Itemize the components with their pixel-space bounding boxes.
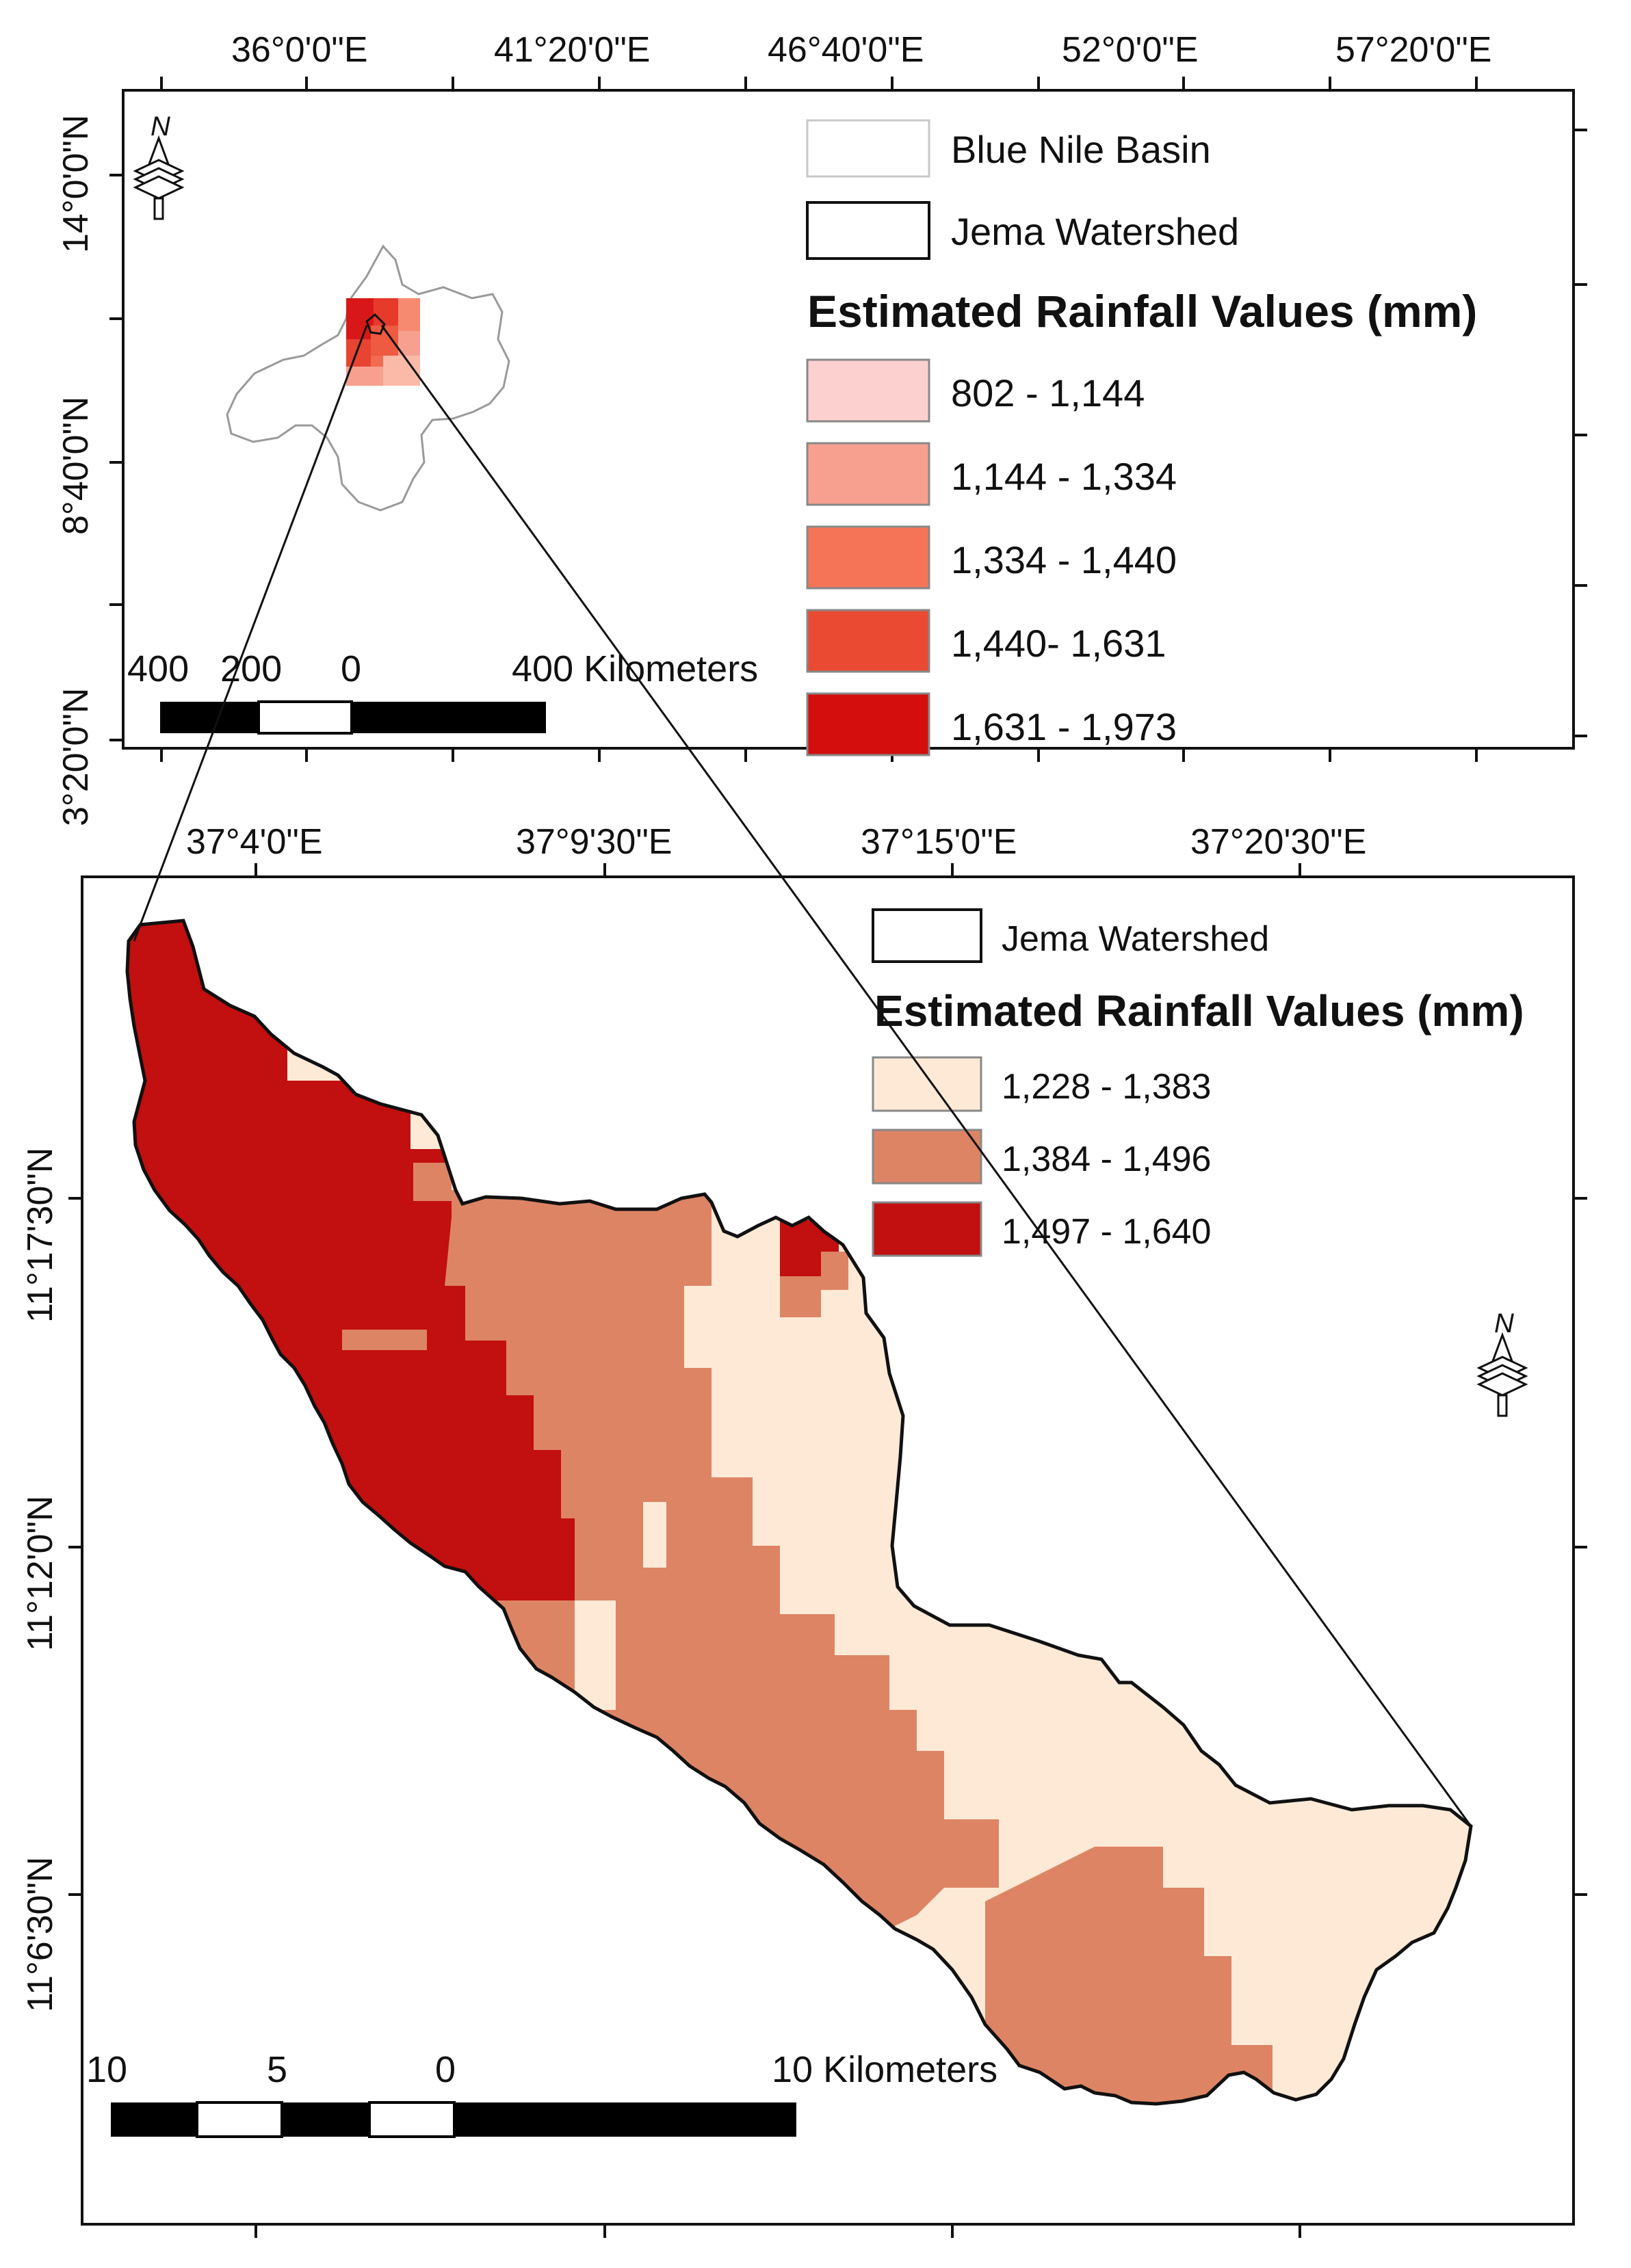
top-scale-label-400a: 400 [127,648,189,689]
legend-class-swatch-4 [806,609,930,673]
legend-class-swatch-2 [806,442,930,506]
legend2-class-label-1: 1,228 - 1,383 [1002,1067,1211,1107]
legend-class-label-2: 1,144 - 1,334 [951,455,1177,498]
blue-nile-basin-outline [226,244,510,512]
jema-watershed-boundary [125,919,1473,2106]
top-rainfall-raster [346,298,420,386]
legend2-class-label-2: 1,384 - 1,496 [1002,1139,1211,1179]
top-map-side-ticks [109,129,1587,741]
legend-watershed-swatch [806,201,930,260]
top-lat-label-2: 8°40'0"N [56,397,96,535]
bottom-scale-label-5: 5 [267,2049,287,2090]
legend-title: Estimated Rainfall Values (mm) [807,286,1477,337]
legend-basin-swatch [806,119,930,178]
legend-watershed-label: Jema Watershed [951,210,1239,253]
legend-class-swatch-1 [806,358,930,423]
north-label-bottom: N [1494,1308,1514,1339]
legend2-watershed-swatch [872,908,982,963]
bottom-scale-label-10-km: 10 Kilometers [772,2049,997,2090]
top-scale-label-0: 0 [341,648,361,689]
top-map-top-ticks [160,77,1478,90]
legend-class-label-5: 1,631 - 1,973 [951,705,1177,748]
bottom-lat-label-1: 11°17'30"N [21,1148,60,1323]
bottom-legend: Jema Watershed Estimated Rainfall Values… [872,908,1524,1257]
bottom-lon-label-4: 37°20'30"E [1190,822,1366,862]
bottom-map: 37°4'0"E 37°9'30"E 37°15'0"E 37°20'30"E … [21,822,1587,2238]
zoom-connector-lines [133,325,1472,1827]
bottom-lat-label-2: 11°12'0"N [21,1496,60,1651]
top-lon-label-5: 57°20'0"E [1335,30,1491,70]
legend2-watershed-label: Jema Watershed [1002,919,1269,959]
legend2-class-swatch-1 [872,1056,982,1112]
top-map: 36°0'0"E 41°20'0"E 46°40'0"E 52°0'0"E 57… [56,30,1587,826]
top-lat-label-3: 3°20'0"N [56,688,96,826]
bottom-lon-label-2: 37°9'30"E [516,822,672,862]
legend-class-swatch-5 [806,692,930,756]
north-label: N [151,111,170,142]
top-map-bottom-ticks [160,748,1478,762]
top-scale-label-400-km: 400 Kilometers [512,648,758,689]
top-lon-label-4: 52°0'0"E [1062,30,1199,70]
top-scale-bar: 400 200 0 400 Kilometers [127,648,758,735]
top-lon-label-3: 46°40'0"E [768,30,924,70]
bottom-lon-label-3: 37°15'0"E [861,822,1017,862]
north-arrow-icon: N [133,111,185,220]
legend2-class-label-3: 1,497 - 1,640 [1002,1212,1211,1252]
legend2-title: Estimated Rainfall Values (mm) [874,986,1524,1036]
bottom-scale-bar: 10 5 0 10 Kilometers [86,2049,997,2138]
top-lon-label-1: 36°0'0"E [231,30,368,70]
legend2-class-swatch-3 [872,1201,982,1257]
bottom-map-ticks [68,863,1587,2238]
legend-class-label-4: 1,440- 1,631 [951,622,1166,665]
bottom-scale-label-0: 0 [435,2049,456,2090]
bottom-scale-label-10a: 10 [86,2049,127,2090]
bottom-lat-label-3: 11°6'30"N [21,1857,60,2012]
legend-class-swatch-3 [806,525,930,590]
top-scale-label-200: 200 [220,648,282,689]
bottom-lon-label-1: 37°4'0"E [186,822,323,862]
north-arrow-icon-bottom: N [1476,1308,1528,1417]
legend-basin-label: Blue Nile Basin [951,128,1211,171]
top-lat-label-1: 14°0'0"N [56,115,96,253]
legend-class-label-1: 802 - 1,144 [951,371,1145,414]
top-legend: Blue Nile Basin Jema Watershed Estimated… [806,119,1477,756]
legend-class-label-3: 1,334 - 1,440 [951,538,1177,581]
legend2-class-swatch-2 [872,1129,982,1185]
top-lon-label-2: 41°20'0"E [494,30,650,70]
